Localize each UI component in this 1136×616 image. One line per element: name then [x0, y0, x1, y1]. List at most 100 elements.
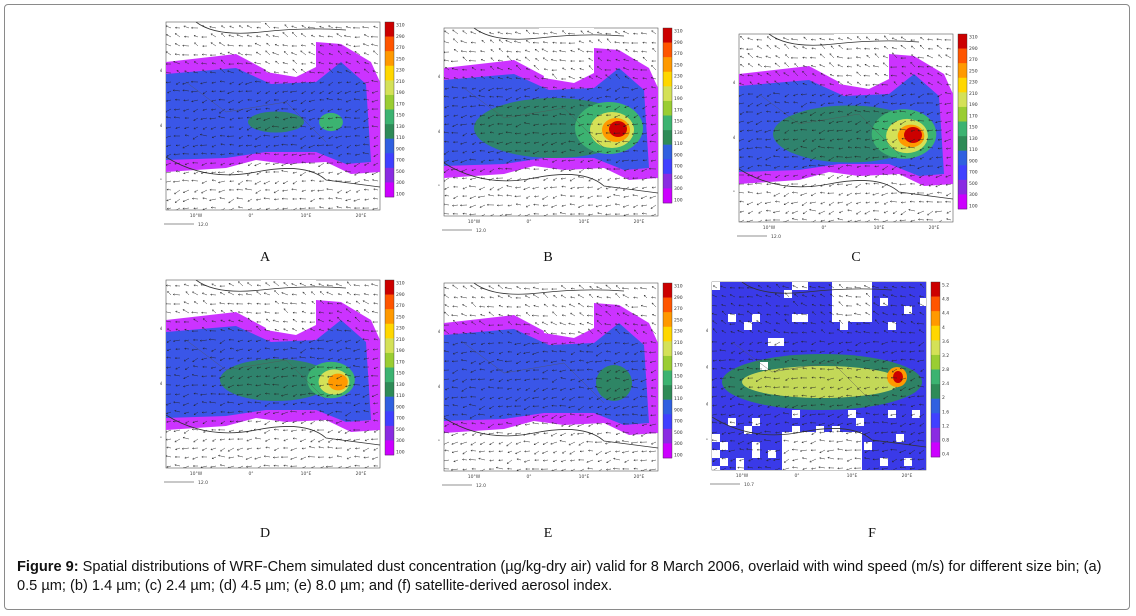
- colorbar-tick: 1700: [969, 113, 978, 119]
- colorbar-tick: 500: [396, 169, 405, 175]
- panel-label-c: C: [851, 250, 861, 265]
- colorbar-tick: 2700: [396, 45, 405, 51]
- colorbar-tick: 2500: [969, 68, 978, 74]
- colorbar-tick: 1500: [396, 371, 405, 377]
- lat-tick: 20°N: [733, 80, 735, 86]
- colorbar-tick: 100: [396, 192, 405, 198]
- colorbar-tick: 500: [674, 175, 683, 181]
- colorbar-tick: 2300: [396, 68, 405, 74]
- colorbar-tick: 2700: [969, 57, 978, 63]
- colorbar-tick: 3.6: [942, 339, 949, 345]
- wind-vectors: [444, 284, 657, 471]
- colorbar-tick: 900: [396, 146, 405, 152]
- colorbar-tick: 2100: [969, 91, 978, 97]
- lon-tick: 10°E: [847, 473, 858, 479]
- lat-tick: 20°N: [706, 365, 708, 371]
- colorbar-tick: 1700: [396, 359, 405, 365]
- lon-tick: 10°W: [190, 213, 203, 219]
- lat-tick: 0°: [438, 439, 440, 445]
- colorbar-tick: 700: [674, 419, 683, 425]
- colorbar-tick: 1100: [396, 393, 405, 399]
- colorbar-tick: 1300: [969, 136, 978, 142]
- lon-tick: 10°E: [579, 219, 590, 225]
- lon-tick: 10°E: [579, 474, 590, 480]
- lat-tick: 10°N: [706, 401, 708, 407]
- colorbar-tick: 500: [396, 427, 405, 433]
- wind-vectors: [739, 35, 952, 222]
- colorbar-tick: 3100: [674, 284, 683, 290]
- lon-tick: 10°W: [763, 225, 776, 231]
- lat-tick: 20°N: [160, 68, 162, 74]
- colorbar-tick: 300: [969, 192, 978, 198]
- lat-tick: 10°N: [160, 381, 162, 387]
- wind-vectors: [712, 283, 925, 470]
- panel-map-d: 20°N 10°N 0° 10°W 0° 10°E 20°E 12.0 3100 2900 2700…: [160, 279, 405, 486]
- panel-label-d: D: [259, 526, 271, 541]
- lat-tick: 20°N: [438, 329, 440, 335]
- colorbar-tick: 3100: [396, 23, 405, 29]
- colorbar-tick: 500: [969, 181, 978, 187]
- colorbar-tick: 300: [674, 186, 683, 192]
- lon-tick: 0°: [248, 471, 253, 477]
- lat-tick: 0°: [160, 178, 162, 184]
- colorbar-tick: 3100: [969, 35, 978, 41]
- colorbar-tick: 2700: [396, 303, 405, 309]
- lon-tick: 10°E: [301, 471, 312, 477]
- colorbar-tick: 2700: [674, 51, 683, 57]
- colorbar-tick: 900: [674, 152, 683, 158]
- colorbar-tick: 4: [942, 325, 945, 331]
- panel-map-b: 20°N 10°N 0° 10°W 0° 10°E 20°E 12.0 3100 2900 2700…: [438, 27, 683, 234]
- colorbar-tick: 3100: [396, 281, 405, 287]
- colorbar-tick: 100: [396, 450, 405, 456]
- colorbar-tick: 4.4: [942, 311, 949, 317]
- lon-tick: 20°E: [634, 474, 645, 480]
- figure-caption: Figure 9: Spatial distributions of WRF-C…: [17, 558, 1117, 596]
- colorbar-tick: 900: [969, 158, 978, 164]
- lon-tick: 10°E: [874, 225, 885, 231]
- panel-a: 20°N 10°N 0° 10°W 0° 10°E 20°E 12.0 3100 2900 2700…: [160, 20, 405, 235]
- panel-f: 30°N 20°N 10°N 0° 10°W 0° 10°E 20°E 10.7 5.2 4.8 4.…: [706, 280, 951, 495]
- colorbar-tick: 2.4: [942, 381, 949, 387]
- vector-reference: 12.0: [476, 228, 486, 234]
- colorbar-tick: 100: [969, 204, 978, 210]
- colorbar-tick: 100: [674, 198, 683, 204]
- panel-c: 20°N 10°N 0° 10°W 0° 10°E 20°E 12.0 3100 2900 2700…: [733, 32, 978, 247]
- vector-reference: 12.0: [198, 480, 208, 486]
- vector-reference: 12.0: [198, 222, 208, 228]
- lat-tick: 10°N: [438, 129, 440, 135]
- lon-tick: 10°W: [468, 474, 481, 480]
- colorbar-tick: 2900: [969, 46, 978, 52]
- colorbar-tick: 700: [396, 416, 405, 422]
- wind-vectors: [444, 29, 657, 216]
- colorbar-tick: 2500: [674, 317, 683, 323]
- colorbar-tick: 1500: [674, 119, 683, 125]
- colorbar-tick: 4.8: [942, 297, 949, 303]
- figure-caption-text: Spatial distributions of WRF-Chem simula…: [17, 559, 1102, 594]
- colorbar-tick: 700: [396, 158, 405, 164]
- colorbar-tick: 1900: [674, 351, 683, 357]
- lon-tick: 10°W: [468, 219, 481, 225]
- colorbar-tick: 1100: [674, 141, 683, 147]
- colorbar-tick: 0.4: [942, 452, 949, 458]
- vector-reference: 10.7: [744, 482, 754, 488]
- colorbar-tick: 2900: [674, 295, 683, 301]
- wind-vectors: [166, 281, 379, 468]
- lat-tick: 0°: [733, 190, 735, 196]
- colorbar-tick: 1300: [674, 385, 683, 391]
- colorbar-tick: 2100: [396, 79, 405, 85]
- panel-label-a: A: [259, 250, 271, 265]
- figure-label: Figure 9:: [17, 559, 79, 575]
- lon-tick: 10°E: [301, 213, 312, 219]
- colorbar-tick: 2100: [674, 340, 683, 346]
- colorbar-tick: 2: [942, 395, 945, 401]
- lon-tick: 20°E: [902, 473, 913, 479]
- colorbar-tick: 1100: [396, 135, 405, 141]
- panel-map-c: 20°N 10°N 0° 10°W 0° 10°E 20°E 12.0 3100 2900 2700…: [733, 33, 978, 240]
- panel-map-f: 30°N 20°N 10°N 0° 10°W 0° 10°E 20°E 10.7 5.2 4.8 4.…: [706, 281, 949, 488]
- colorbar-tick: 300: [396, 438, 405, 444]
- colorbar-tick: 1100: [969, 147, 978, 153]
- colorbar-tick: 1300: [396, 124, 405, 130]
- wind-vectors: [166, 22, 379, 210]
- lon-tick: 10°W: [736, 473, 749, 479]
- colorbar-tick: 1500: [396, 113, 405, 119]
